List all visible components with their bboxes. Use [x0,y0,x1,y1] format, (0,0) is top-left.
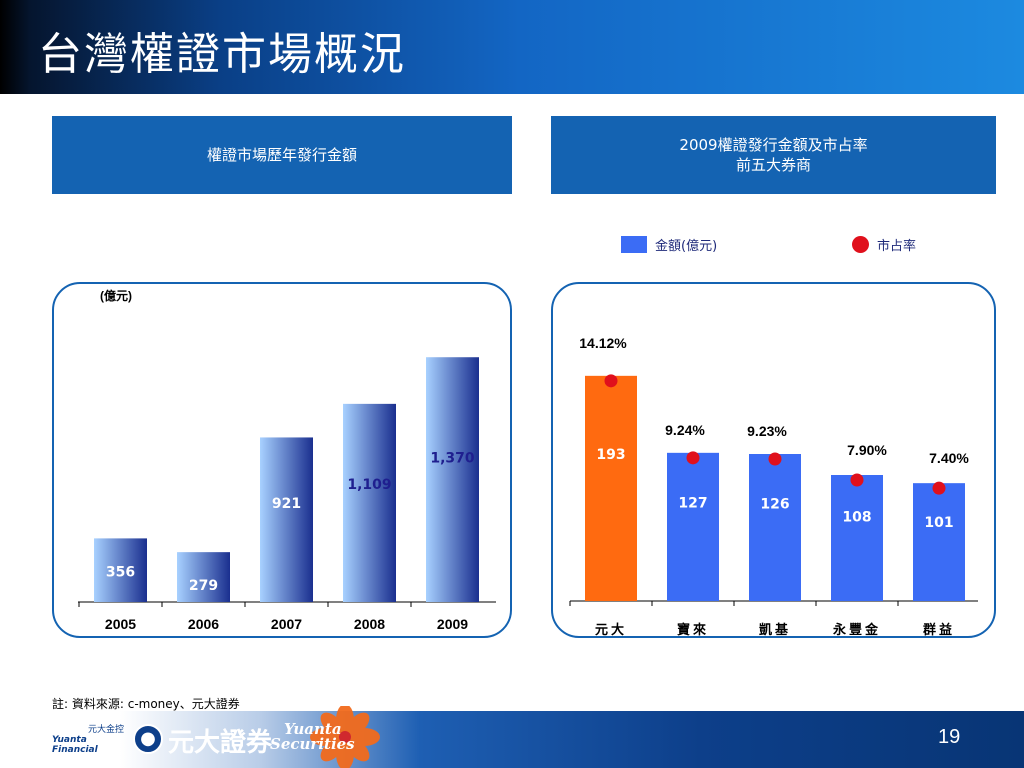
slide-title: 台灣權證市場概況 [38,29,406,80]
left-bar-2005 [94,538,147,602]
brand-name-en-line1: Yuanta [284,720,342,738]
right-bar-value-凱基: 126 [760,496,789,512]
right-x-label-永豐金: 永豐金 [832,622,881,638]
right-x-label-群益: 群益 [923,622,955,638]
share-label-元大: 14.12% [579,335,627,351]
right-bar-value-永豐金: 108 [842,510,871,526]
right-bar-永豐金 [831,475,883,601]
left-bar-value-2007: 921 [272,496,301,512]
right-bar-value-寶來: 127 [678,496,707,512]
footer-bar [0,711,1024,768]
share-marker-元大 [604,374,618,388]
legend-amount-label: 金額(億元) [655,239,718,254]
legend-share-dot [852,236,869,253]
left-x-label-2009: 2009 [437,616,468,632]
left-x-label-2008: 2008 [354,616,385,632]
right-bar-value-群益: 101 [924,515,953,531]
share-label-寶來: 9.24% [665,422,705,438]
brand-name-en-line2: Securities [270,735,355,753]
share-label-凱基: 9.23% [747,423,787,439]
left-bar-chart: 356 2005 279 2006 921 2007 1,109 2008 1,370 2009 [78,357,496,632]
left-bar-2008 [343,403,396,602]
yuanta-financial-logo: 元大金控 Yuanta Financial [52,722,124,755]
left-chart-header: 權證市場歷年發行金額 [52,116,512,194]
right-x-label-元大: 元大 [595,622,627,638]
left-bar-2006 [177,552,230,602]
page-number: 19 [938,726,961,748]
right-chart-header: 2009權證發行金額及市占率 前五大券商 [551,116,996,194]
share-marker-寶來 [686,451,700,465]
right-chart-header-line2: 前五大券商 [735,156,811,174]
right-x-label-寶來: 寶來 [677,622,709,638]
legend-share: 市占率 [852,235,916,254]
title-bar: 台灣權證市場概況 [0,0,1024,94]
left-bar-value-2005: 356 [106,564,135,580]
left-chart-header-text: 權證市場歷年發行金額 [206,146,357,164]
right-chart-header-line1: 2009權證發行金額及市占率 [679,136,868,154]
right-x-label-凱基: 凱基 [759,622,791,638]
right-bar-寶來 [667,452,719,601]
flower-icon [310,706,380,768]
legend-amount-swatch [621,236,647,253]
left-chart-unit: (億元) [100,289,132,303]
legend-share-label: 市占率 [877,239,917,254]
left-bar-value-2006: 279 [189,578,218,594]
left-x-label-2006: 2006 [188,616,219,632]
share-marker-凱基 [768,452,782,466]
share-label-群益: 7.40% [929,450,969,466]
fin-logo-cn: 元大金控 [87,725,124,735]
left-bar-2009 [426,357,479,602]
brand-name-en: Yuanta Securities [270,722,355,752]
brand-name-cn: 元大證券 [168,728,273,758]
left-x-label-2005: 2005 [105,616,136,632]
yuanta-emblem-icon: ● [133,724,163,754]
left-bar-value-2009: 1,370 [430,450,475,466]
left-x-label-2007: 2007 [271,616,302,632]
share-label-永豐金: 7.90% [847,442,887,458]
share-marker-群益 [932,481,946,495]
legend-amount: 金額(億元) [621,235,717,254]
right-bar-chart: 193 14.12% 元大 127 9.24% 寶來 126 9.23% 凱基 108 7.90% 永… [569,335,978,638]
share-marker-永豐金 [850,473,864,487]
right-bar-凱基 [749,454,801,601]
right-bar-元大 [585,375,637,601]
right-bar-群益 [913,483,965,601]
right-bar-value-元大: 193 [596,447,625,463]
footnote: 註: 資料來源: c-money、元大證券 [52,697,240,711]
fin-logo-en: Yuanta Financial [52,735,98,755]
left-bar-2007 [260,437,313,602]
left-bar-value-2008: 1,109 [347,477,391,493]
